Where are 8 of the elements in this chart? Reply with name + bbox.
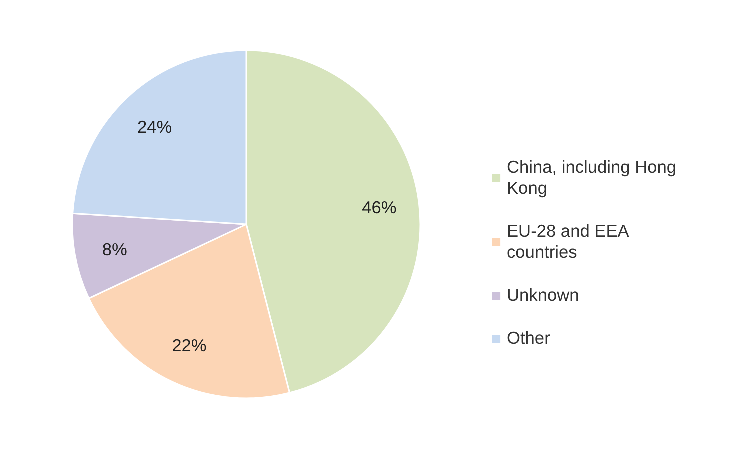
legend-label: Other [507, 328, 550, 349]
legend-label: China, including Hong Kong [507, 157, 677, 199]
legend-label: EU-28 and EEA countries [507, 221, 630, 263]
data-label: 24% [137, 116, 172, 137]
data-label: 22% [172, 336, 207, 356]
data-label: 8% [102, 240, 128, 260]
legend-label: Unknown [507, 285, 580, 306]
data-label: 46% [362, 198, 397, 218]
